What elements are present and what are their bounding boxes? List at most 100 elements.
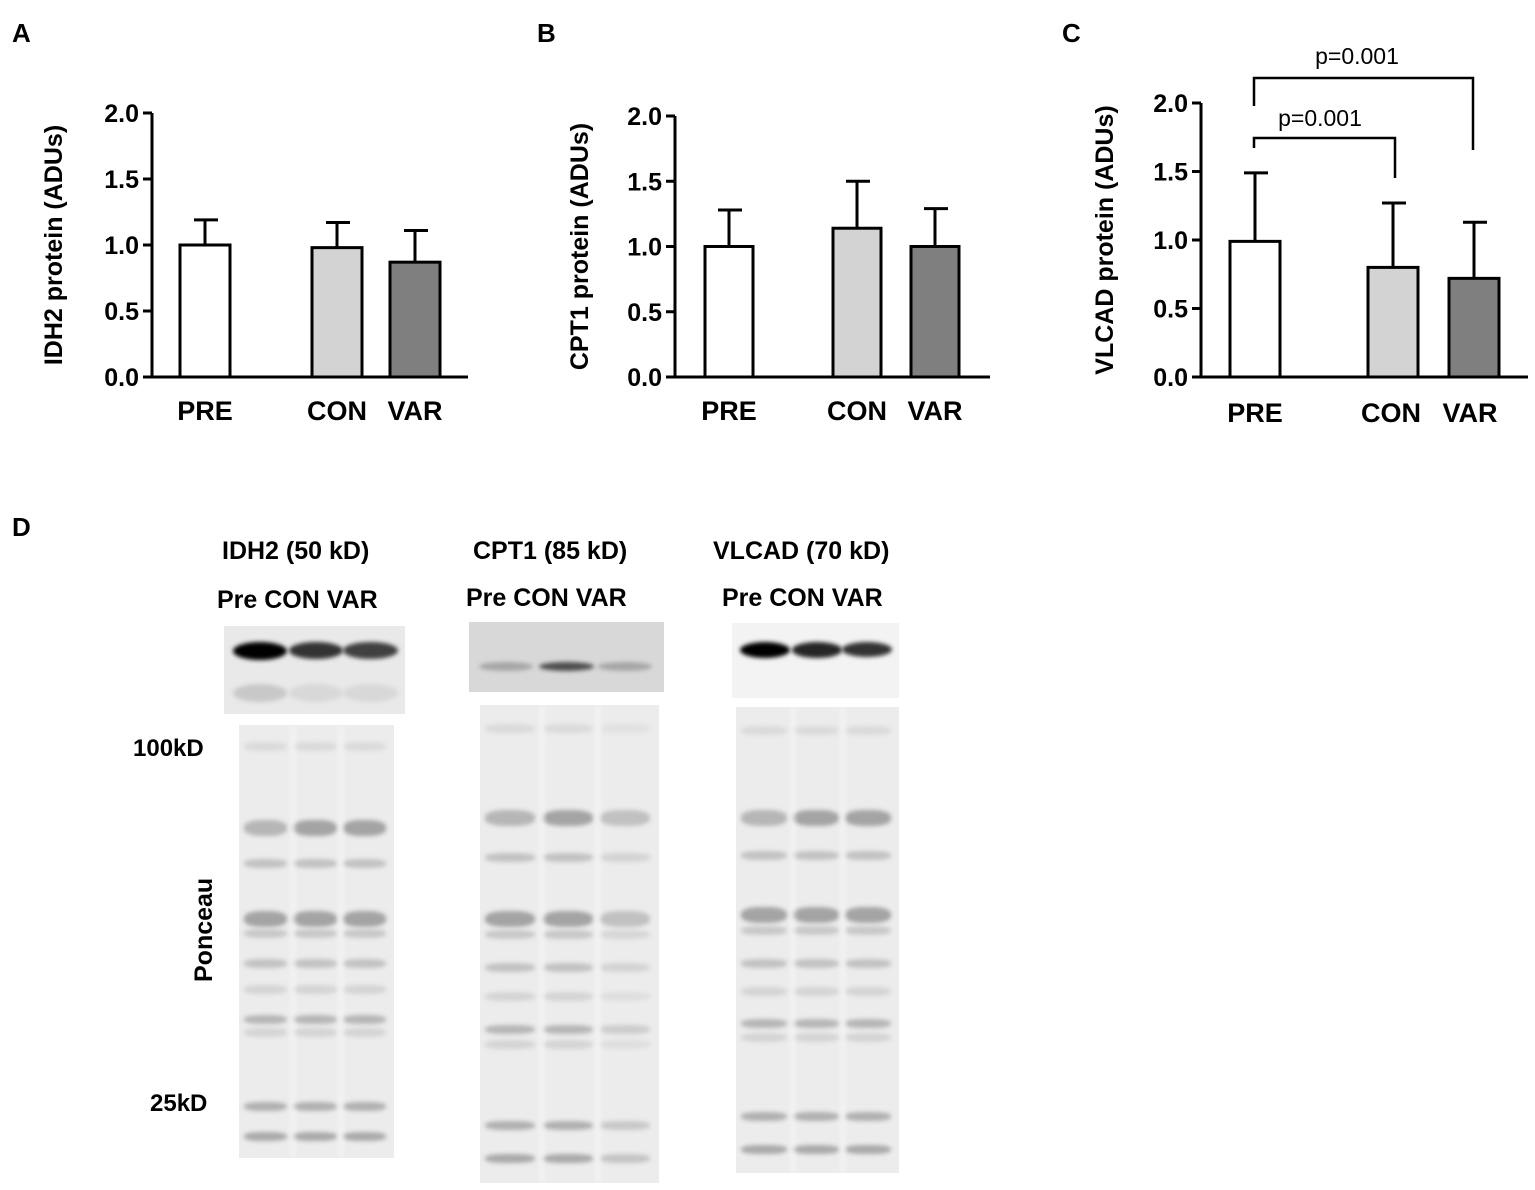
blot-image-vlcad <box>732 623 899 698</box>
bar-var <box>388 260 442 379</box>
ponceau-band <box>293 958 337 968</box>
bar-var <box>909 245 961 379</box>
blot-faint-band <box>289 684 344 702</box>
ponceau-band <box>599 1025 651 1035</box>
panel-letter-d: D <box>12 512 31 542</box>
ponceau-band <box>599 1039 651 1049</box>
significance-bracket <box>1252 136 1397 178</box>
y-tick-label: 1.0 <box>104 232 139 260</box>
chart-A-group: 0.0 0.5 1.0 1.5 2.0 IDH2 protein (ADUs) PRE CON… <box>40 100 468 426</box>
ponceau-band <box>243 859 288 869</box>
ponceau-band <box>243 1028 288 1038</box>
panel-letter-c: C <box>1062 18 1081 48</box>
ponceau-band <box>793 1112 839 1122</box>
bar-con <box>1366 265 1420 379</box>
ponceau-band <box>542 853 593 863</box>
y-tick-label: 0.0 <box>1153 364 1188 392</box>
x-category-label: CON <box>1361 398 1421 428</box>
ponceau-band <box>599 810 651 827</box>
ponceau-band <box>845 1019 891 1029</box>
ponceau-band <box>542 929 593 939</box>
chart-B-group: 0.0 0.5 1.0 1.5 2.0 CPT1 protein (ADUs) PRE CON… <box>566 103 990 426</box>
ponceau-band <box>740 926 787 936</box>
lane-separator <box>290 725 297 1158</box>
ponceau-band <box>485 1154 536 1164</box>
y-tick-label: 1.5 <box>104 166 139 194</box>
ponceau-band <box>845 851 891 861</box>
ponceau-band <box>342 742 387 752</box>
ponceau-band <box>485 991 536 1001</box>
y-tick-label: 1.0 <box>627 234 662 262</box>
ponceau-band <box>485 1039 536 1049</box>
ponceau-band <box>485 853 536 863</box>
ponceau-band <box>845 1145 891 1155</box>
bar-var <box>1447 276 1501 379</box>
y-tick-label: 2.0 <box>1153 90 1188 118</box>
ponceau-band <box>793 926 839 936</box>
ponceau-band <box>243 911 288 928</box>
significance-bracket <box>1252 76 1475 150</box>
y-tick-label: 2.0 <box>104 100 139 128</box>
blot-faint-band <box>233 684 288 702</box>
ponceau-band <box>342 958 387 968</box>
ponceau-band <box>740 725 787 735</box>
ponceau-stain-cpt1 <box>480 705 659 1183</box>
ponceau-band <box>542 910 593 927</box>
ponceau-band <box>293 1015 337 1025</box>
blot-band <box>740 642 791 658</box>
ponceau-band <box>740 1145 787 1155</box>
ponceau-band <box>542 1154 593 1164</box>
ponceau-band <box>293 984 337 994</box>
ponceau-band <box>845 986 891 996</box>
blot-band <box>842 642 893 658</box>
blot-band <box>233 642 288 660</box>
x-category-label: VAR <box>1442 398 1497 428</box>
blot-image-cpt1 <box>469 622 664 692</box>
lane-separator <box>840 707 847 1173</box>
ponceau-band <box>342 1028 387 1038</box>
ponceau-band <box>342 1132 387 1142</box>
ponceau-band <box>542 724 593 734</box>
bar-chart-vlcad: 0.0 0.5 1.0 1.5 2.0 VLCAD protein (ADUs) PRE CO… <box>1091 43 1528 428</box>
bar-pre <box>703 245 755 379</box>
lane-separator <box>594 705 601 1183</box>
ponceau-band <box>793 851 839 861</box>
ponceau-band <box>243 1101 288 1111</box>
bar-con <box>310 246 364 379</box>
blot-title-vlcad: VLCAD (70 kD) <box>713 537 890 565</box>
ponceau-band <box>342 820 387 837</box>
x-category-label: PRE <box>701 396 757 426</box>
ponceau-band <box>293 820 337 837</box>
bar-pre <box>1228 239 1282 379</box>
ponceau-band <box>485 929 536 939</box>
ponceau-band <box>740 1019 787 1029</box>
ponceau-band <box>599 991 651 1001</box>
blot-title-idh2: IDH2 (50 kD) <box>222 537 370 565</box>
ponceau-band <box>845 907 891 924</box>
ponceau-band <box>243 1132 288 1142</box>
p-value-label: p=0.001 <box>1278 105 1362 131</box>
mw-marker-100kd: 100kD <box>133 735 204 762</box>
blot-faint-band <box>343 684 398 702</box>
ponceau-band <box>845 725 891 735</box>
y-tick-label: 0.5 <box>627 299 662 327</box>
ponceau-band <box>485 910 536 927</box>
chart-C-group: 0.0 0.5 1.0 1.5 2.0 VLCAD protein (ADUs) PRE CO… <box>1091 43 1528 428</box>
ponceau-stain-vlcad <box>736 707 899 1173</box>
ponceau-band <box>485 963 536 973</box>
ponceau-band <box>845 958 891 968</box>
blot-band <box>539 662 594 671</box>
ponceau-band <box>243 984 288 994</box>
ponceau-band <box>485 810 536 827</box>
panel-letter-b: B <box>537 18 556 48</box>
ponceau-band <box>845 809 891 826</box>
bar-pre <box>178 243 232 379</box>
ponceau-label: Ponceau <box>190 877 218 982</box>
ponceau-band <box>599 963 651 973</box>
ponceau-band <box>793 1033 839 1043</box>
ponceau-band <box>293 911 337 928</box>
ponceau-band <box>793 958 839 968</box>
ponceau-band <box>599 1154 651 1164</box>
ponceau-band <box>243 1015 288 1025</box>
blot-band <box>597 662 653 671</box>
